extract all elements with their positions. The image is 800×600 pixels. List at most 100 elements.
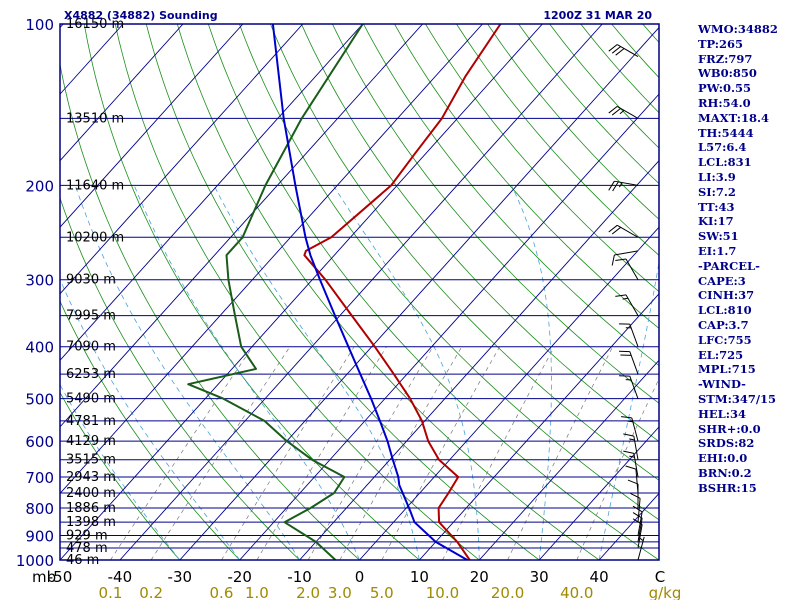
mixing-ratio-label: 20.0 — [491, 584, 524, 600]
isotherm — [60, 24, 244, 228]
wind-barb-flag — [632, 505, 643, 513]
wind-barb — [623, 450, 639, 478]
stat-line: CAPE:3 — [698, 273, 746, 288]
stat-line: CAP:3.7 — [698, 317, 749, 332]
height-label: 10200 m — [66, 230, 124, 245]
height-label: 929 m — [66, 528, 108, 543]
isotherm — [60, 24, 483, 495]
mixing-ratio-label: 0.6 — [210, 584, 234, 600]
wind-barb — [615, 294, 639, 316]
wind-barb — [637, 536, 645, 561]
temperature-profile — [303, 24, 502, 560]
stat-line: BSHR:15 — [698, 480, 757, 495]
stat-line: LFC:755 — [698, 332, 752, 347]
wind-barb — [619, 375, 639, 399]
stat-line: TT:43 — [698, 199, 735, 214]
pressure-label: 900 — [25, 527, 54, 545]
wind-barb-flag — [615, 294, 627, 297]
isotherm — [478, 359, 659, 560]
wind-barb-half-flag — [622, 297, 629, 300]
wind-barb — [632, 518, 643, 549]
dry-adiabat — [518, 24, 659, 185]
isotherm — [60, 24, 304, 295]
wind-barb-flag — [621, 416, 632, 419]
wind-barb — [627, 479, 639, 509]
stat-line: LCL:810 — [698, 303, 752, 318]
wind-barb-flag — [615, 48, 625, 56]
stat-line: RH:54.0 — [698, 95, 751, 110]
mixing-ratio-label: 5.0 — [370, 584, 394, 600]
wind-barb-half-flag — [629, 438, 635, 441]
profiles — [187, 24, 502, 560]
stat-line: SRDS:82 — [698, 436, 755, 451]
dry-adiabats — [60, 24, 659, 560]
stat-line: FRZ:797 — [698, 51, 753, 66]
height-label: 4781 m — [66, 414, 116, 429]
isotherm — [60, 24, 423, 428]
mixing-ratio-label: 40.0 — [560, 584, 593, 600]
wind-barbs — [608, 44, 645, 561]
wind-barb-flag — [608, 44, 618, 52]
mixing-ratio-labels: 0.1 0.2 0.6 1.0 2.0 3.0 5.0 10.0 20.0 40.0 — [99, 584, 594, 600]
height-label: 16150 m — [66, 17, 124, 32]
stat-line: -WIND- — [698, 377, 746, 392]
dry-adiabat — [456, 24, 659, 256]
height-label: 1886 m — [66, 501, 116, 516]
stat-line: BRN:0.2 — [698, 465, 752, 480]
wind-barb-flag — [608, 180, 615, 191]
isotherm — [179, 26, 659, 560]
y-unit-label: mb — [32, 568, 56, 586]
stat-line: SW:51 — [698, 229, 739, 244]
dry-adiabat — [425, 24, 659, 293]
wind-barb-flag — [611, 226, 621, 235]
dry-adiabat — [239, 24, 659, 521]
stat-line: EHI:0.0 — [698, 451, 748, 466]
dry-adiabat — [363, 24, 659, 367]
stat-line: EI:1.7 — [698, 243, 737, 258]
wind-barb-half-flag — [619, 109, 625, 115]
wind-barb-flag — [632, 518, 643, 525]
stat-line: PW:0.55 — [698, 81, 752, 96]
isotherm — [419, 293, 659, 560]
stat-line: HEL:34 — [698, 406, 746, 421]
stat-line: LI:3.9 — [698, 169, 736, 184]
wind-barb-flag — [611, 46, 621, 54]
mixing-ratio-label: 2.0 — [296, 584, 320, 600]
pressure-label: 200 — [25, 177, 54, 195]
x-tick-label: 30 — [530, 568, 549, 586]
height-label: 1398 m — [66, 515, 116, 530]
x-tick-label: 0 — [355, 568, 365, 586]
wind-barb-half-flag — [629, 455, 635, 458]
dry-adiabat — [487, 24, 659, 220]
height-label: 4129 m — [66, 434, 116, 449]
x-tick-label: 20 — [470, 568, 489, 586]
stat-line: -PARCEL- — [698, 258, 760, 273]
height-label: 2943 m — [66, 470, 116, 485]
wind-barb — [611, 250, 639, 266]
isotherm — [119, 24, 603, 560]
dry-adiabat — [60, 391, 181, 560]
height-label: 5490 m — [66, 392, 116, 407]
x-tick-label: -20 — [227, 568, 252, 586]
pressure-label: 600 — [25, 433, 54, 451]
pressure-label: 800 — [25, 500, 54, 518]
dewpoint-profile — [187, 24, 364, 560]
dry-adiabat — [145, 24, 540, 560]
height-label: 11640 m — [66, 178, 124, 193]
stat-line: L57:6.4 — [698, 140, 747, 155]
isotherm — [239, 93, 659, 560]
mixing-ratio-unit: g/kg — [649, 584, 682, 600]
wind-barb-half-flag — [638, 537, 644, 542]
stat-line: TH:5444 — [698, 125, 754, 140]
wind-barb — [608, 44, 639, 57]
isotherms — [60, 24, 659, 560]
stat-line: TP:265 — [698, 36, 744, 51]
x-tick-label: -10 — [287, 568, 312, 586]
pressure-label: 300 — [25, 272, 54, 290]
dry-adiabat — [60, 62, 360, 560]
wind-barb-flag — [611, 254, 615, 266]
isotherm — [359, 226, 659, 560]
isobars — [60, 24, 659, 560]
isotherm — [538, 426, 659, 560]
stat-line: WMO:34882 — [698, 22, 778, 36]
